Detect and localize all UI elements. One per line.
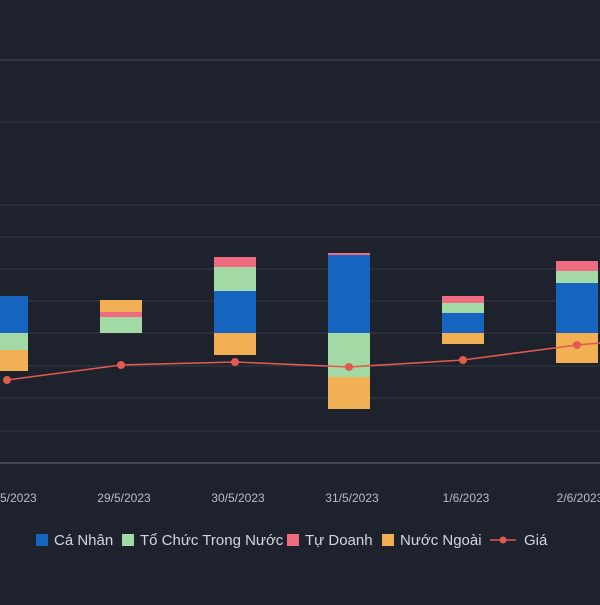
price-point[interactable] bbox=[231, 358, 239, 366]
bar-segment[interactable] bbox=[442, 303, 484, 313]
bar-segment[interactable] bbox=[100, 300, 142, 312]
bar-segment[interactable] bbox=[0, 296, 28, 333]
bar-segment[interactable] bbox=[214, 291, 256, 333]
bar-segment[interactable] bbox=[100, 312, 142, 317]
legend-swatch bbox=[122, 534, 134, 546]
bar-stacks bbox=[0, 253, 598, 409]
bar-segment[interactable] bbox=[556, 271, 598, 283]
legend-swatch bbox=[36, 534, 48, 546]
legend-swatch bbox=[382, 534, 394, 546]
price-line bbox=[3, 341, 600, 384]
price-line-path bbox=[6, 342, 600, 381]
price-point[interactable] bbox=[3, 376, 11, 384]
x-tick-label: 31/5/2023 bbox=[325, 491, 379, 505]
legend-item[interactable]: Cá Nhân bbox=[36, 532, 113, 549]
legend-label: Tổ Chức Trong Nước bbox=[140, 532, 284, 549]
legend-item[interactable]: Giá bbox=[490, 532, 548, 549]
bar-segment[interactable] bbox=[328, 253, 370, 255]
legend-label: Giá bbox=[524, 532, 548, 549]
legend-label: Cá Nhân bbox=[54, 532, 113, 549]
grid-lines bbox=[0, 59, 600, 464]
legend-swatch bbox=[287, 534, 299, 546]
bar-segment[interactable] bbox=[0, 350, 28, 371]
bar-segment[interactable] bbox=[214, 257, 256, 267]
legend-point-marker bbox=[499, 536, 507, 544]
price-point[interactable] bbox=[117, 361, 125, 369]
price-point[interactable] bbox=[459, 356, 467, 364]
legend-item[interactable]: Tổ Chức Trong Nước bbox=[122, 532, 284, 549]
x-tick-label: 1/6/2023 bbox=[443, 491, 490, 505]
bar-segment[interactable] bbox=[556, 283, 598, 333]
x-axis: 26/5/2023 29/5/2023 30/5/2023 31/5/2023 1/6/… bbox=[0, 491, 600, 505]
legend[interactable]: Cá Nhân Tổ Chức Trong Nước Tự Doanh Nước Ng… bbox=[36, 532, 548, 549]
legend-item[interactable]: Tự Doanh bbox=[287, 532, 373, 549]
bar-segment[interactable] bbox=[328, 377, 370, 409]
bar-segment[interactable] bbox=[0, 333, 28, 350]
bar-segment[interactable] bbox=[556, 261, 598, 271]
x-tick-label: 29/5/2023 bbox=[97, 491, 151, 505]
bar-segment[interactable] bbox=[442, 333, 484, 344]
bar-segment[interactable] bbox=[214, 333, 256, 355]
legend-label: Tự Doanh bbox=[305, 532, 373, 549]
x-tick-label: 2/6/2023 bbox=[557, 491, 600, 505]
x-tick-label: 26/5/2023 bbox=[0, 491, 37, 505]
x-tick-label: 30/5/2023 bbox=[211, 491, 265, 505]
bar-segment[interactable] bbox=[214, 267, 256, 291]
legend-label: Nước Ngoài bbox=[400, 532, 482, 549]
legend-item[interactable]: Nước Ngoài bbox=[382, 532, 482, 549]
price-point[interactable] bbox=[573, 341, 581, 349]
bar-segment[interactable] bbox=[100, 317, 142, 333]
bar-segment[interactable] bbox=[442, 313, 484, 333]
price-point[interactable] bbox=[345, 363, 353, 371]
bar-segment[interactable] bbox=[328, 255, 370, 333]
bar-segment[interactable] bbox=[442, 296, 484, 303]
